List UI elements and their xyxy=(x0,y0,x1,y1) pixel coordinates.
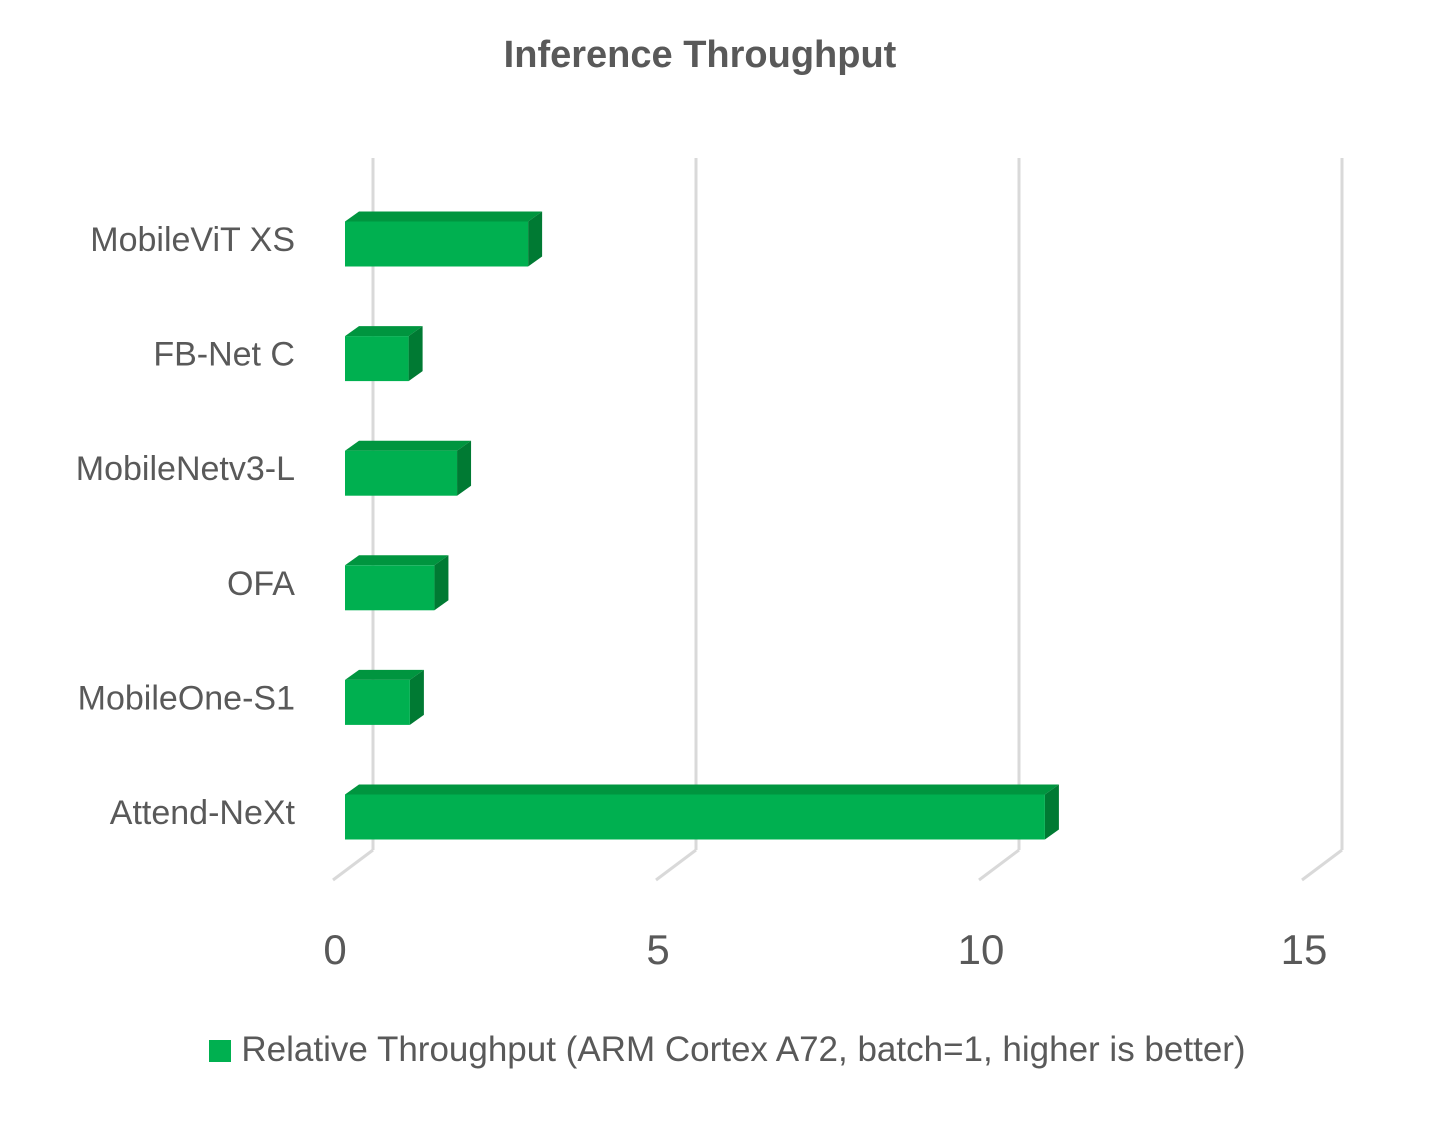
gridline-floor xyxy=(655,848,697,882)
category-label: MobileViT XS xyxy=(90,221,295,259)
bar-side-face xyxy=(1044,784,1059,840)
bar xyxy=(345,336,409,382)
gridline-floor xyxy=(978,848,1020,882)
category-label: Attend-NeXt xyxy=(110,794,296,832)
x-axis-tick-labels: 0 5 10 15 xyxy=(323,926,1327,973)
category-labels: MobileViT XS FB-Net C MobileNetv3-L OFA Mobi… xyxy=(76,221,296,832)
x-tick-label: 10 xyxy=(958,926,1005,973)
bar-side-face xyxy=(457,440,472,496)
bar-top-face xyxy=(345,555,449,566)
category-label: OFA xyxy=(227,565,295,603)
category-label: MobileNetv3-L xyxy=(76,450,295,488)
bar xyxy=(345,450,458,496)
bar-top-face xyxy=(345,440,472,451)
bar-top-face xyxy=(345,784,1059,795)
gridlines xyxy=(332,158,1344,882)
x-tick-label: 15 xyxy=(1281,926,1328,973)
x-tick-label: 5 xyxy=(646,926,669,973)
bar-side-face xyxy=(434,555,449,611)
gridline-floor xyxy=(1301,848,1343,882)
bar-top-face xyxy=(345,326,423,337)
bar xyxy=(345,221,529,267)
bar xyxy=(345,794,1045,840)
chart-title: Inference Throughput xyxy=(503,34,897,76)
x-tick-label: 0 xyxy=(323,926,346,973)
bar-side-face xyxy=(408,326,423,382)
legend-swatch-icon xyxy=(209,1040,232,1062)
category-label: FB-Net C xyxy=(153,336,295,374)
bar-top-face xyxy=(345,211,543,222)
legend: Relative Throughput (ARM Cortex A72, bat… xyxy=(0,1030,1443,1070)
legend-label: Relative Throughput (ARM Cortex A72, bat… xyxy=(241,1030,1246,1069)
bar-top-face xyxy=(345,669,424,680)
bar xyxy=(345,679,410,725)
gridline-floor xyxy=(332,848,374,882)
bar-side-face xyxy=(409,669,424,725)
bars xyxy=(345,211,1059,840)
bar xyxy=(345,565,435,611)
bar-side-face xyxy=(528,211,543,267)
category-label: MobileOne-S1 xyxy=(78,679,295,717)
